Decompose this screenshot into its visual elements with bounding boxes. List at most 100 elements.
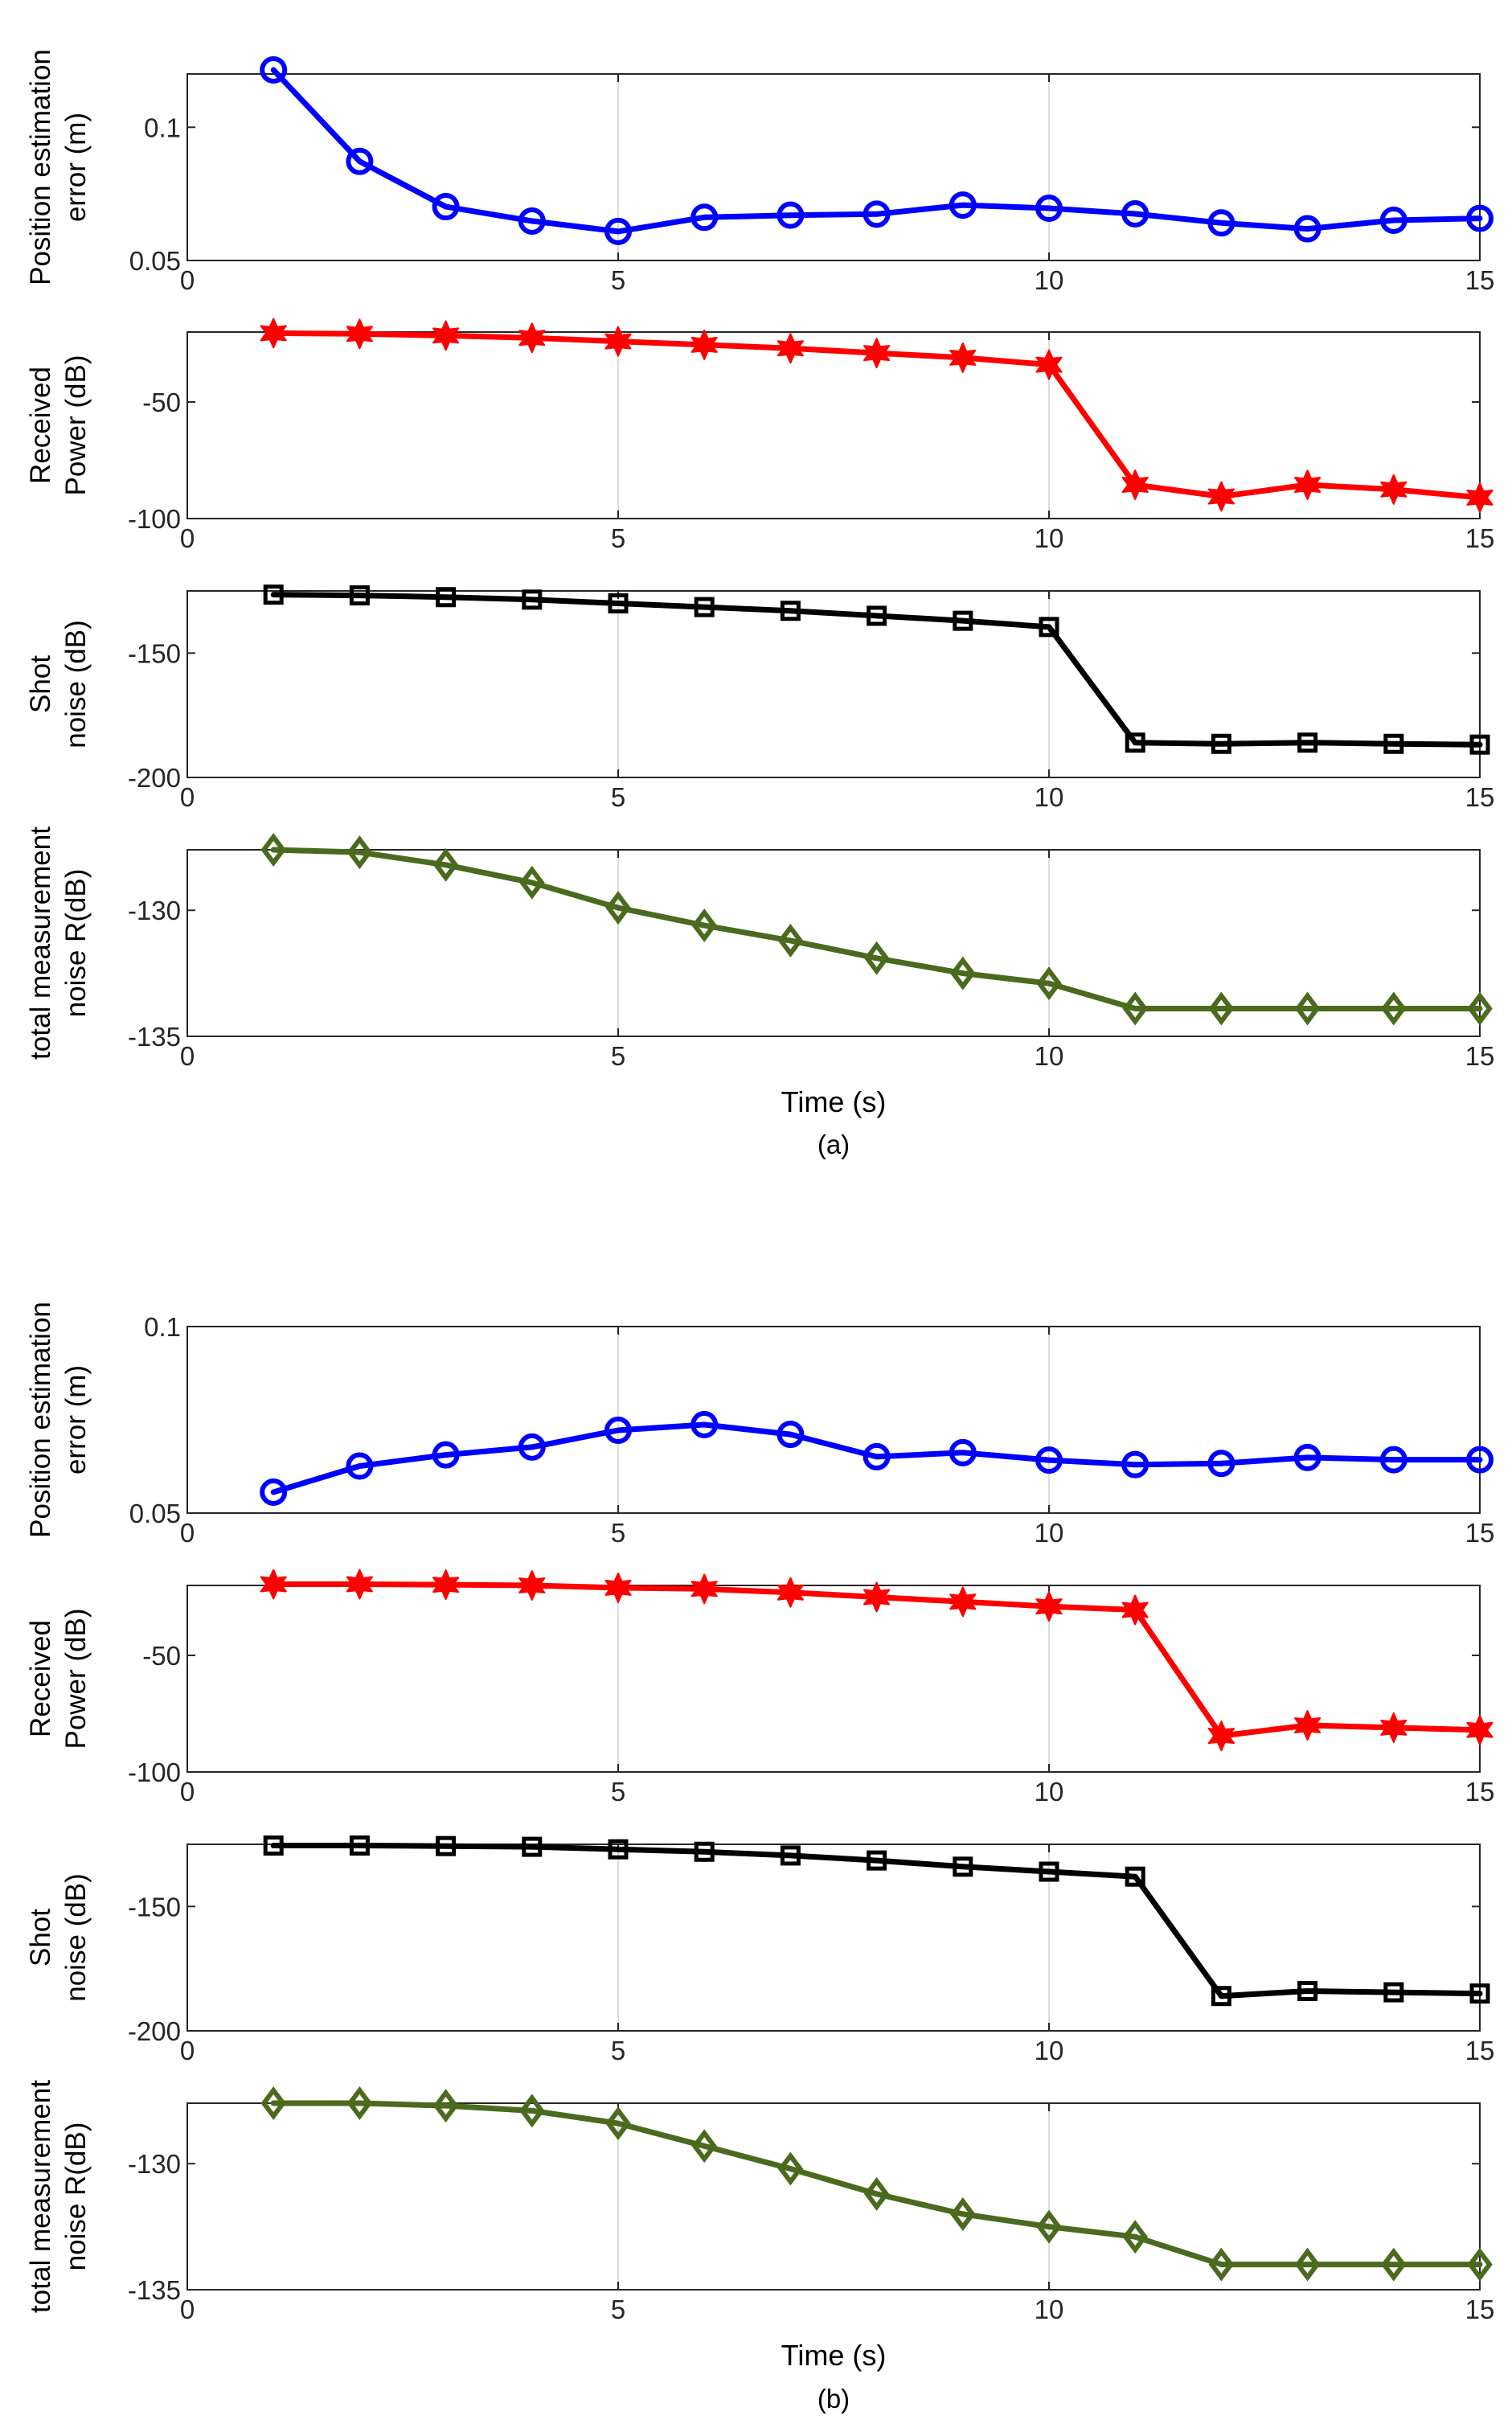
axes-box: [186, 849, 1481, 1037]
axes-box: [186, 331, 1481, 519]
data-point-marker: [432, 1441, 460, 1469]
data-point-marker: [346, 147, 374, 175]
x-tick-label: 5: [611, 523, 625, 553]
data-point-marker: [690, 203, 719, 232]
x-tick-label: 5: [611, 265, 625, 295]
x-tick-label: 5: [611, 1518, 625, 1548]
x-tick-label: 5: [611, 782, 625, 812]
data-point-marker: [867, 1850, 887, 1871]
data-point-marker: [690, 329, 718, 360]
data-point-marker: [346, 835, 373, 870]
y-axis-label-line: noise (dB): [60, 1873, 92, 2002]
data-point-marker: [863, 338, 891, 369]
axes-background: [187, 850, 1480, 1036]
data-point-marker: [863, 1442, 891, 1470]
x-tick-label: 10: [1035, 2295, 1064, 2324]
y-tick-label: 0.1: [144, 1312, 181, 1342]
y-axis-label: Received Power (dB): [25, 1608, 92, 1749]
data-point-marker: [604, 326, 632, 357]
data-point-marker: [1035, 1446, 1063, 1474]
y-tick-label: -50: [142, 388, 181, 417]
x-tick-label: 5: [611, 1041, 625, 1071]
data-point-marker: [863, 2176, 890, 2211]
data-point-marker: [950, 2196, 976, 2231]
x-tick-label: 10: [1035, 523, 1064, 553]
x-tick-label: 5: [611, 2036, 625, 2065]
data-point-marker: [1466, 482, 1494, 513]
data-point-marker: [1207, 1450, 1235, 1478]
y-axis-label-line: Position estimation: [25, 49, 56, 285]
data-point-marker: [518, 1570, 546, 1601]
data-point-marker: [1297, 1981, 1318, 2002]
data-point-marker: [346, 318, 373, 350]
y-tick-label: -150: [128, 638, 181, 668]
x-tick-label: 0: [180, 2295, 195, 2324]
y-axis-label-line: noise R(dB): [60, 869, 92, 1018]
data-point-marker: [1125, 732, 1145, 753]
y-axis-label: total measurement noise R(dB): [25, 826, 92, 1060]
y-axis-label-line: Shot: [25, 655, 56, 713]
x-tick-label: 5: [611, 1777, 625, 1807]
y-axis-label: Position estimation error (m): [25, 49, 92, 285]
panel-b-position-error: 0 5 10 15 0.05 0.1 Position estimation error (m…: [25, 1302, 1494, 1548]
data-point-marker: [1379, 1446, 1408, 1474]
y-tick-label: -200: [128, 2016, 181, 2046]
y-tick-label: -50: [142, 1641, 181, 1671]
x-tick-label: 10: [1035, 782, 1064, 812]
axes-box: [186, 1844, 1481, 2032]
data-point-marker: [522, 589, 543, 610]
data-point-marker: [690, 1411, 719, 1439]
data-point-marker: [1122, 2220, 1148, 2254]
axes-background: [187, 332, 1480, 519]
data-point-marker: [1380, 474, 1408, 505]
x-tick-label: 15: [1465, 782, 1495, 812]
data-point-marker: [776, 333, 804, 364]
data-point-marker: [691, 908, 717, 943]
panel-a-total-measurement-noise: 0 5 10 15 -135 -130 total measurement noise R(d…: [25, 826, 1494, 1071]
data-point-marker: [1297, 732, 1318, 753]
data-point-marker: [1039, 1861, 1059, 1882]
data-point-marker: [1466, 1446, 1494, 1474]
data-point-marker: [1294, 991, 1321, 1026]
y-axis-label-line: Received: [25, 1620, 56, 1737]
data-point-marker: [1039, 617, 1059, 638]
data-point-marker: [1466, 204, 1494, 232]
x-tick-label: 0: [180, 265, 195, 295]
x-tick-label: 0: [180, 523, 195, 553]
data-point-marker: [349, 1835, 370, 1856]
x-axis-label-a: Time (s): [781, 1085, 887, 1118]
axes-box: [186, 2102, 1481, 2291]
series-line: [270, 847, 1483, 1011]
y-tick-label: -135: [128, 1022, 181, 1052]
axes-background: [187, 1585, 1480, 1772]
axes-background: [187, 591, 1480, 777]
data-point-marker: [518, 1433, 546, 1461]
y-tick-label: 0.05: [129, 246, 181, 276]
caption-a: (a): [817, 1130, 850, 1159]
data-point-marker: [1294, 1710, 1321, 1741]
data-point-marker: [867, 605, 887, 626]
x-tick-label: 10: [1035, 265, 1064, 295]
data-point-marker: [1125, 1866, 1145, 1887]
data-point-marker: [518, 207, 546, 235]
y-axis-label: Shot noise (dB): [25, 1873, 92, 2002]
data-point-marker: [605, 891, 631, 925]
data-point-marker: [432, 847, 459, 882]
data-point-marker: [1036, 2209, 1062, 2244]
data-point-marker: [346, 2086, 373, 2120]
data-point-marker: [1207, 1721, 1235, 1752]
data-point-marker: [863, 941, 890, 975]
axes-box: [186, 1326, 1481, 1514]
data-point-marker: [694, 1841, 715, 1862]
caption-b: (b): [817, 2384, 850, 2414]
y-tick-label: -130: [128, 896, 181, 925]
data-point-marker: [1208, 2247, 1235, 2282]
y-axis-label-line: noise R(dB): [60, 2122, 92, 2271]
x-tick-label: 0: [180, 2036, 195, 2065]
data-point-marker: [777, 2151, 804, 2186]
panel-a-received-power: 0 5 10 15 -100 -50 Received Power (dB): [25, 318, 1494, 553]
figure-group-a: 0 5 10 15 0.05 0.1 Position estimation error (m…: [25, 49, 1494, 1159]
y-axis-label-line: error (m): [60, 1365, 92, 1474]
data-point-marker: [432, 193, 460, 221]
